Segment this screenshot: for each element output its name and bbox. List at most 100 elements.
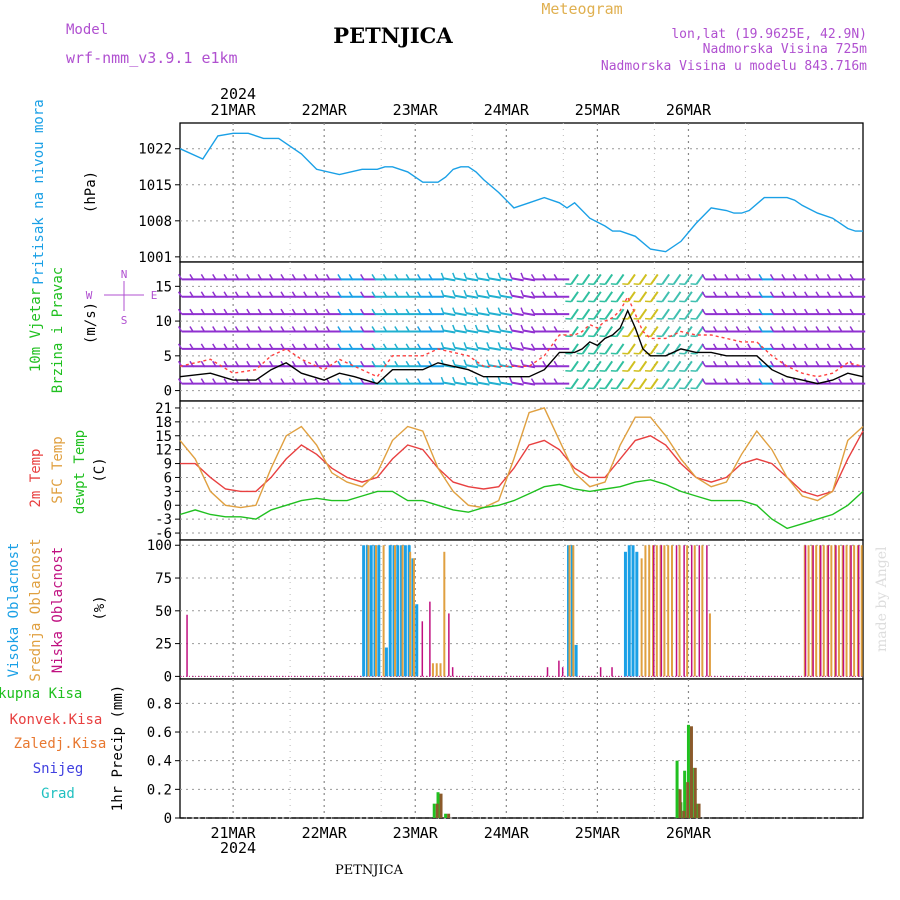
y-tick-label: 12 bbox=[155, 443, 172, 459]
wind-barb-flag bbox=[826, 343, 832, 350]
wind-barb-flag bbox=[234, 343, 240, 350]
wind-barb bbox=[454, 312, 467, 317]
precip-bar bbox=[697, 803, 701, 818]
wind-barb bbox=[627, 326, 636, 337]
cloud-bar bbox=[362, 545, 366, 677]
wind-barb bbox=[466, 312, 479, 317]
wind-barb bbox=[650, 378, 659, 390]
cloud-bar bbox=[627, 545, 631, 677]
cloud-bar bbox=[693, 545, 696, 677]
cloud-bar bbox=[403, 545, 407, 677]
wind-barb bbox=[604, 343, 614, 355]
precip-bar bbox=[675, 760, 679, 818]
wind-barb-flag bbox=[223, 326, 228, 332]
wind-barb-flag bbox=[486, 342, 490, 349]
wind-barb-flag bbox=[679, 300, 686, 303]
wind-barb-flag bbox=[679, 335, 686, 338]
wind-barb-flag bbox=[394, 308, 399, 315]
precip-legend-item: Snijeg bbox=[33, 761, 84, 777]
wind-barb bbox=[523, 381, 536, 386]
wind-barb bbox=[581, 378, 591, 390]
side-label: (C) bbox=[92, 457, 108, 482]
wind-barb-flag bbox=[553, 326, 558, 332]
wind-barb-flag bbox=[280, 343, 285, 350]
wind-barb-flag bbox=[371, 273, 376, 280]
cloud-bar bbox=[678, 545, 681, 677]
wind-barb-flag bbox=[520, 359, 524, 366]
wind-barb bbox=[523, 294, 536, 299]
wind-barb-flag bbox=[452, 272, 456, 279]
wind-barb-flag bbox=[325, 273, 331, 280]
y-tick-label: 0.6 bbox=[147, 725, 172, 741]
lonlat-label: lon,lat (19.9625E, 42.9N) bbox=[671, 27, 867, 42]
cloud-bar bbox=[421, 621, 424, 677]
wind-barb-flag bbox=[291, 360, 297, 367]
wind-barb-flag bbox=[690, 300, 697, 303]
wind-barb-flag bbox=[576, 317, 583, 320]
y-tick-label: 0.4 bbox=[147, 754, 172, 770]
wind-barb-flag bbox=[280, 378, 285, 385]
cloud-bar bbox=[429, 601, 431, 677]
wind-barb bbox=[511, 294, 524, 299]
wind-barb-flag bbox=[371, 360, 376, 367]
wind-barb bbox=[695, 291, 705, 303]
wind-barb-flag bbox=[633, 387, 640, 390]
wind-barb-flag bbox=[576, 300, 583, 303]
wind-barb-flag bbox=[520, 307, 524, 314]
wind-barb bbox=[615, 326, 625, 337]
wind-barb-flag bbox=[486, 359, 490, 366]
wind-barb-flag bbox=[826, 326, 832, 332]
wind-barb-flag bbox=[269, 343, 274, 350]
wind-barb-flag bbox=[520, 324, 524, 331]
wind-barb-flag bbox=[610, 352, 617, 355]
y-tick-label: 9 bbox=[164, 457, 172, 473]
wind-barb-flag bbox=[405, 326, 410, 332]
cloud-bar bbox=[667, 545, 670, 677]
wind-barb bbox=[695, 273, 705, 285]
cloud-bar bbox=[655, 545, 658, 677]
wind-barb bbox=[672, 326, 682, 337]
cloud-bar bbox=[853, 545, 856, 677]
wind-barb-flag bbox=[690, 317, 697, 320]
wind-barb-flag bbox=[530, 291, 536, 298]
wind-barb-flag bbox=[815, 360, 820, 367]
wind-barb-flag bbox=[189, 378, 194, 385]
wind-barb-flag bbox=[177, 308, 183, 315]
cloud-bar bbox=[388, 545, 392, 677]
wind-barb bbox=[511, 329, 524, 334]
cloud-bar bbox=[448, 613, 450, 677]
wind-barb-flag bbox=[314, 343, 319, 350]
wind-barb-flag bbox=[622, 300, 629, 303]
side-labels: Pritisak na nivou mora (hPa) 10m Vjetar Brz… bbox=[0, 99, 157, 811]
date-tick-bottom: 25MAR bbox=[575, 824, 621, 842]
wind-barb-flag bbox=[428, 291, 433, 298]
wind-barb-flag bbox=[234, 273, 240, 280]
cloud-bar bbox=[415, 604, 419, 677]
wind-barb bbox=[454, 381, 467, 386]
wind-barb-flag bbox=[269, 360, 274, 367]
cloud-bar bbox=[644, 545, 647, 677]
wind-barb-flag bbox=[747, 326, 752, 332]
y-tick-label: 21 bbox=[155, 401, 172, 417]
cloud-bar bbox=[574, 644, 578, 677]
wind-barb bbox=[488, 312, 502, 317]
wind-barb-flag bbox=[325, 360, 331, 367]
cloud-bar bbox=[675, 545, 678, 677]
wind-barb-flag bbox=[667, 300, 674, 303]
wind-barb-flag bbox=[246, 360, 251, 367]
wind-barb-flag bbox=[509, 376, 513, 383]
wind-barb-flag bbox=[838, 326, 843, 332]
header: Model wrf-nmm_v3.9.1 e1km PETNJICA Meteo… bbox=[66, 0, 890, 878]
wind-barb-flag bbox=[633, 300, 640, 303]
precip-bar bbox=[693, 767, 697, 818]
wind-barb-flag bbox=[769, 326, 775, 332]
wind-barb-flag bbox=[735, 378, 741, 385]
panel-cloud: 0 25 50 75 100 bbox=[147, 538, 864, 685]
wind-barb-flag bbox=[530, 343, 536, 350]
wind-barb bbox=[488, 346, 502, 351]
wind-barb-flag bbox=[542, 326, 547, 332]
wind-barb bbox=[684, 343, 693, 355]
wind-barb bbox=[477, 329, 490, 334]
wind-barb-flag bbox=[463, 289, 467, 296]
wind-barb-flag bbox=[246, 343, 251, 350]
